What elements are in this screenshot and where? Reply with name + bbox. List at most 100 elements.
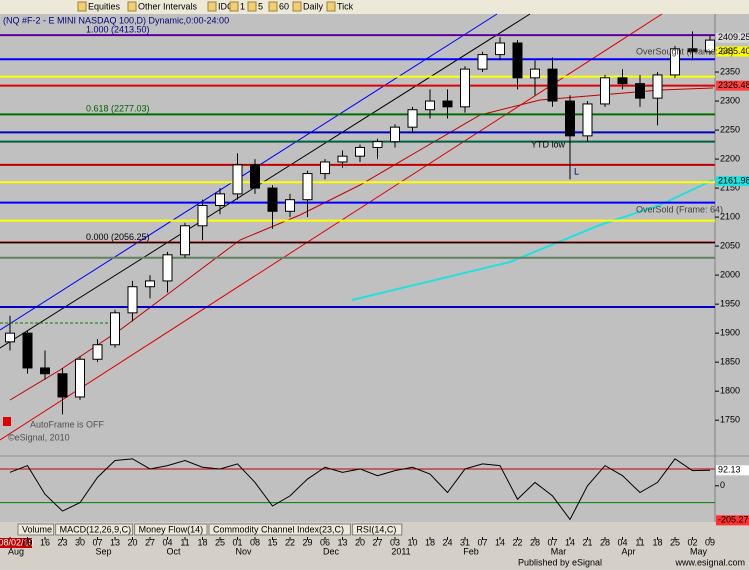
toolbar-item[interactable]: 1 — [240, 1, 245, 11]
x-tick-label: 15 — [267, 537, 277, 547]
x-tick-label: 06 — [320, 537, 330, 547]
x-tick-label: 20 — [355, 537, 365, 547]
price-label-box — [716, 80, 749, 91]
y-tick-label: 2250 — [720, 124, 740, 134]
trend-line — [351, 179, 714, 301]
x-tick-label: 01 — [232, 537, 242, 547]
candle-body — [162, 254, 173, 282]
x-tick-label: 27 — [372, 537, 382, 547]
candle-body — [582, 103, 593, 137]
candle-body — [670, 48, 680, 76]
candle-body — [687, 48, 698, 53]
x-tick-label: 27 — [145, 537, 155, 547]
tab[interactable] — [134, 523, 208, 536]
x-tick-label: 10 — [407, 537, 417, 547]
candle-body — [442, 100, 453, 108]
date-axis — [0, 537, 749, 557]
month-label: 2011 — [391, 546, 410, 556]
toolbar-button[interactable] — [247, 1, 257, 12]
candle-body — [407, 109, 418, 128]
candle-body — [337, 155, 348, 163]
y-tick-label: 1750 — [720, 415, 740, 425]
candle-body — [215, 193, 225, 206]
toolbar-button[interactable] — [77, 1, 87, 12]
y-tick-label: 2300 — [720, 95, 740, 105]
x-tick-label: 09 — [22, 537, 32, 547]
annotation: OverSought (Frame: 64) — [636, 46, 734, 56]
tab-label[interactable]: Money Flow(14) — [139, 524, 204, 534]
candle-body — [460, 68, 470, 108]
candle-body — [635, 83, 645, 99]
candle-body — [565, 100, 575, 137]
footer-publisher: Published by eSignal — [518, 557, 602, 567]
price-label-box — [716, 515, 749, 526]
toolbar-button[interactable] — [292, 1, 302, 12]
toolbar-item[interactable]: Other Intervals — [138, 1, 198, 11]
tab-label[interactable]: MACD(12,26,9,C) — [60, 524, 132, 534]
toolbar-button[interactable] — [207, 1, 217, 12]
candle-body — [145, 280, 155, 288]
price-label: 92.13 — [718, 465, 741, 475]
fib-label: 0.000 (2056.25) — [86, 232, 150, 242]
price-label: 2161.98 — [718, 176, 749, 186]
y-tick-label: 1800 — [720, 386, 740, 396]
price-label: 2326.48 — [718, 80, 749, 90]
toolbar-item[interactable]: IDC — [218, 1, 234, 11]
toolbar-item[interactable]: Equities — [88, 1, 121, 11]
candle-body — [372, 141, 383, 148]
tab-label[interactable]: Commodity Channel Index(23,C) — [213, 524, 344, 534]
candle-body — [495, 42, 505, 56]
month-label: Apr — [621, 546, 635, 556]
toolbar-button[interactable] — [268, 1, 278, 12]
candle-body — [40, 367, 50, 375]
toolbar-button[interactable] — [127, 1, 137, 12]
cci-pane — [0, 457, 715, 522]
x-tick-label: 23 — [57, 537, 67, 547]
tab[interactable] — [351, 523, 403, 536]
price-label-box — [716, 465, 749, 476]
price-label: 2409.25 — [718, 32, 749, 42]
price-label-box — [716, 46, 749, 57]
tab[interactable] — [17, 523, 55, 536]
toolbar-item[interactable]: 60 — [279, 1, 289, 11]
toolbar-button[interactable] — [326, 1, 336, 12]
candle-body — [22, 332, 33, 369]
annotation: OverSold (Frame: 64) — [636, 204, 723, 214]
toolbar-item[interactable]: 5 — [258, 1, 263, 11]
x-tick-label: 11 — [635, 537, 644, 547]
tab-label[interactable]: RSI(14,C) — [356, 524, 396, 534]
candle-body — [232, 164, 243, 195]
tab-label[interactable]: Volume — [22, 524, 52, 534]
candle-body — [320, 161, 330, 175]
toolbar — [0, 0, 749, 14]
toolbar-button[interactable] — [229, 1, 239, 12]
cci-line — [9, 458, 711, 521]
x-tick-label: 22 — [512, 537, 522, 547]
candle-body — [57, 373, 68, 398]
tab[interactable] — [208, 523, 351, 536]
toolbar-item[interactable]: Daily — [303, 1, 324, 11]
y-tick-label: 2350 — [720, 66, 740, 76]
y-tick-label: 2150 — [720, 182, 740, 192]
y-tick-label: 2100 — [720, 211, 740, 221]
candle-body — [180, 225, 190, 256]
candle-body — [390, 126, 400, 143]
x-tick-label: 14 — [495, 537, 505, 547]
toolbar-item[interactable]: Tick — [337, 1, 354, 11]
tab[interactable] — [55, 523, 134, 536]
x-tick-label: 18 — [425, 537, 435, 547]
candle-body — [127, 286, 138, 314]
x-tick-label: 13 — [110, 537, 120, 547]
x-tick-label: 09 — [705, 537, 715, 547]
candle-body — [110, 312, 120, 346]
annotation: ©eSignal, 2010 — [8, 432, 70, 442]
x-tick-label: 16 — [40, 537, 50, 547]
date-highlight — [0, 538, 32, 548]
candle-body — [302, 173, 313, 201]
candle-body — [197, 204, 208, 227]
price-label-box — [716, 176, 749, 187]
candle-body — [705, 39, 715, 53]
month-label: Oct — [166, 546, 181, 556]
